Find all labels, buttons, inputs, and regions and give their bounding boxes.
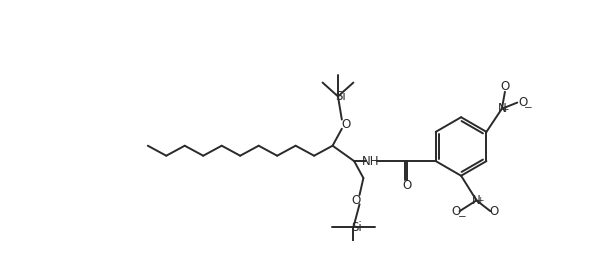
Text: O: O bbox=[402, 179, 411, 192]
Text: +: + bbox=[501, 105, 509, 114]
Text: −: − bbox=[458, 212, 466, 222]
Text: O: O bbox=[518, 96, 527, 109]
Text: +: + bbox=[476, 196, 484, 205]
Text: N: N bbox=[472, 194, 481, 207]
Text: O: O bbox=[451, 205, 460, 218]
Text: Si: Si bbox=[336, 90, 347, 103]
Text: O: O bbox=[500, 80, 510, 93]
Text: Si: Si bbox=[351, 221, 362, 234]
Text: NH: NH bbox=[362, 155, 380, 167]
Text: −: − bbox=[523, 103, 532, 113]
Text: O: O bbox=[490, 205, 499, 218]
Text: N: N bbox=[497, 102, 507, 115]
Text: O: O bbox=[351, 194, 361, 207]
Text: O: O bbox=[342, 118, 351, 131]
